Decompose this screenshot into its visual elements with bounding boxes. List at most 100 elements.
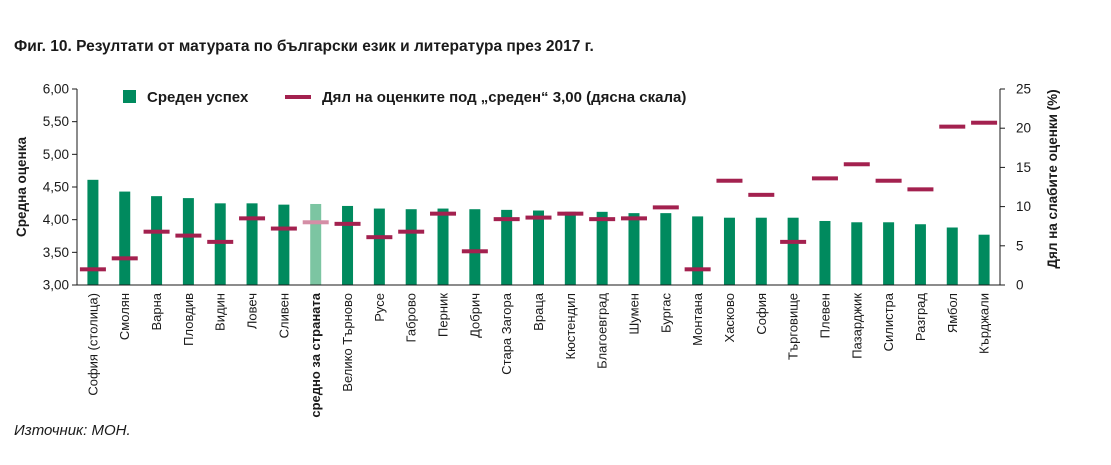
marker bbox=[875, 178, 902, 183]
category-label: Смолян bbox=[117, 293, 132, 340]
bar bbox=[692, 216, 704, 285]
category-label: Габрово bbox=[404, 293, 419, 342]
category-label: Търговище bbox=[786, 293, 801, 360]
marker bbox=[971, 120, 998, 125]
bar bbox=[246, 203, 258, 285]
y2-tick-label: 25 bbox=[1016, 82, 1031, 97]
marker bbox=[334, 221, 361, 226]
bar bbox=[978, 234, 990, 285]
category-label: Хасково bbox=[722, 293, 737, 342]
marker bbox=[111, 256, 138, 261]
category-label: Шумен bbox=[626, 293, 641, 335]
marker bbox=[175, 233, 202, 238]
category-label: Варна bbox=[149, 292, 164, 330]
marker bbox=[620, 216, 647, 221]
y-tick-label: 3,00 bbox=[43, 278, 69, 293]
category-label: Пазарджик bbox=[849, 293, 864, 359]
marker bbox=[207, 239, 234, 244]
bar bbox=[723, 217, 735, 285]
category-label: Благоевград bbox=[595, 293, 610, 369]
marker bbox=[493, 217, 520, 222]
source-note: Източник: МОН. bbox=[14, 422, 131, 439]
marker bbox=[398, 229, 425, 234]
bar bbox=[437, 208, 449, 285]
bar bbox=[596, 211, 608, 285]
marker bbox=[525, 215, 552, 220]
bar bbox=[373, 208, 385, 285]
bar bbox=[151, 196, 163, 285]
category-label: Кърджали bbox=[977, 293, 992, 354]
marker bbox=[716, 178, 743, 183]
y-tick-label: 3,50 bbox=[43, 245, 69, 260]
bar bbox=[87, 179, 99, 285]
y2-tick-label: 20 bbox=[1016, 121, 1031, 136]
y2-tick-label: 5 bbox=[1016, 238, 1024, 253]
marker bbox=[366, 235, 393, 240]
marker bbox=[302, 220, 329, 225]
bar bbox=[883, 222, 895, 285]
bar bbox=[628, 213, 640, 285]
y-tick-label: 5,50 bbox=[43, 114, 69, 129]
y-tick-label: 5,00 bbox=[43, 147, 69, 162]
bar bbox=[469, 209, 481, 285]
legend-marker-label: Дял на оценките под „среден“ 3,00 (дясна… bbox=[322, 89, 686, 106]
marker bbox=[79, 267, 106, 272]
marker bbox=[239, 216, 266, 221]
legend-bar-swatch bbox=[123, 90, 136, 103]
category-label: Разград bbox=[913, 293, 928, 341]
marker bbox=[589, 217, 616, 222]
marker bbox=[461, 249, 488, 254]
category-label: Добрич bbox=[467, 293, 482, 338]
marker bbox=[684, 267, 711, 272]
y-axis-title: Средна оценка bbox=[14, 137, 29, 237]
y-tick-label: 4,50 bbox=[43, 180, 69, 195]
marker bbox=[748, 192, 775, 197]
marker bbox=[652, 205, 679, 210]
bar bbox=[819, 220, 831, 285]
category-label: Видин bbox=[213, 293, 228, 331]
category-label: Силистра bbox=[881, 292, 896, 351]
bar bbox=[501, 209, 513, 285]
bar bbox=[310, 203, 322, 285]
marker bbox=[780, 239, 807, 244]
marker bbox=[939, 124, 966, 129]
category-label: Плевен bbox=[817, 293, 832, 338]
marker bbox=[811, 176, 838, 181]
y-tick-label: 6,00 bbox=[43, 82, 69, 97]
category-label: София bbox=[754, 293, 769, 335]
bar bbox=[182, 198, 194, 285]
bar bbox=[119, 191, 131, 285]
category-label: Русе bbox=[372, 293, 387, 322]
marker bbox=[143, 229, 170, 234]
category-label: Стара Загора bbox=[499, 292, 514, 374]
y-tick-label: 4,00 bbox=[43, 212, 69, 227]
y2-axis-title: Дял на слабите оценки (%) bbox=[1045, 89, 1060, 268]
category-label: София (столица) bbox=[85, 293, 100, 396]
bar bbox=[755, 217, 767, 285]
legend-bar-label: Среден успех bbox=[147, 89, 249, 106]
bar bbox=[851, 222, 863, 285]
category-label: Ямбол bbox=[945, 293, 960, 333]
bar bbox=[660, 213, 672, 285]
category-label: Ловеч bbox=[245, 293, 260, 329]
category-label: Пловдив bbox=[181, 293, 196, 346]
bar bbox=[405, 209, 417, 285]
marker bbox=[907, 187, 934, 192]
category-label: Велико Търново bbox=[340, 293, 355, 392]
figure-title: Фиг. 10. Резултати от матурата по българ… bbox=[14, 38, 594, 55]
bar bbox=[564, 211, 576, 285]
marker bbox=[557, 211, 584, 216]
bar bbox=[914, 224, 926, 285]
category-label: Монтана bbox=[690, 292, 705, 346]
y2-tick-label: 10 bbox=[1016, 199, 1031, 214]
category-label: Враца bbox=[531, 292, 546, 331]
marker bbox=[843, 162, 870, 167]
bar bbox=[342, 205, 354, 285]
category-label: Бургас bbox=[658, 293, 673, 334]
legend-marker-swatch bbox=[285, 95, 311, 99]
category-label: Сливен bbox=[276, 293, 291, 338]
category-label: средно за страната bbox=[308, 292, 323, 417]
bar bbox=[278, 204, 290, 285]
category-label: Перник bbox=[436, 293, 451, 337]
